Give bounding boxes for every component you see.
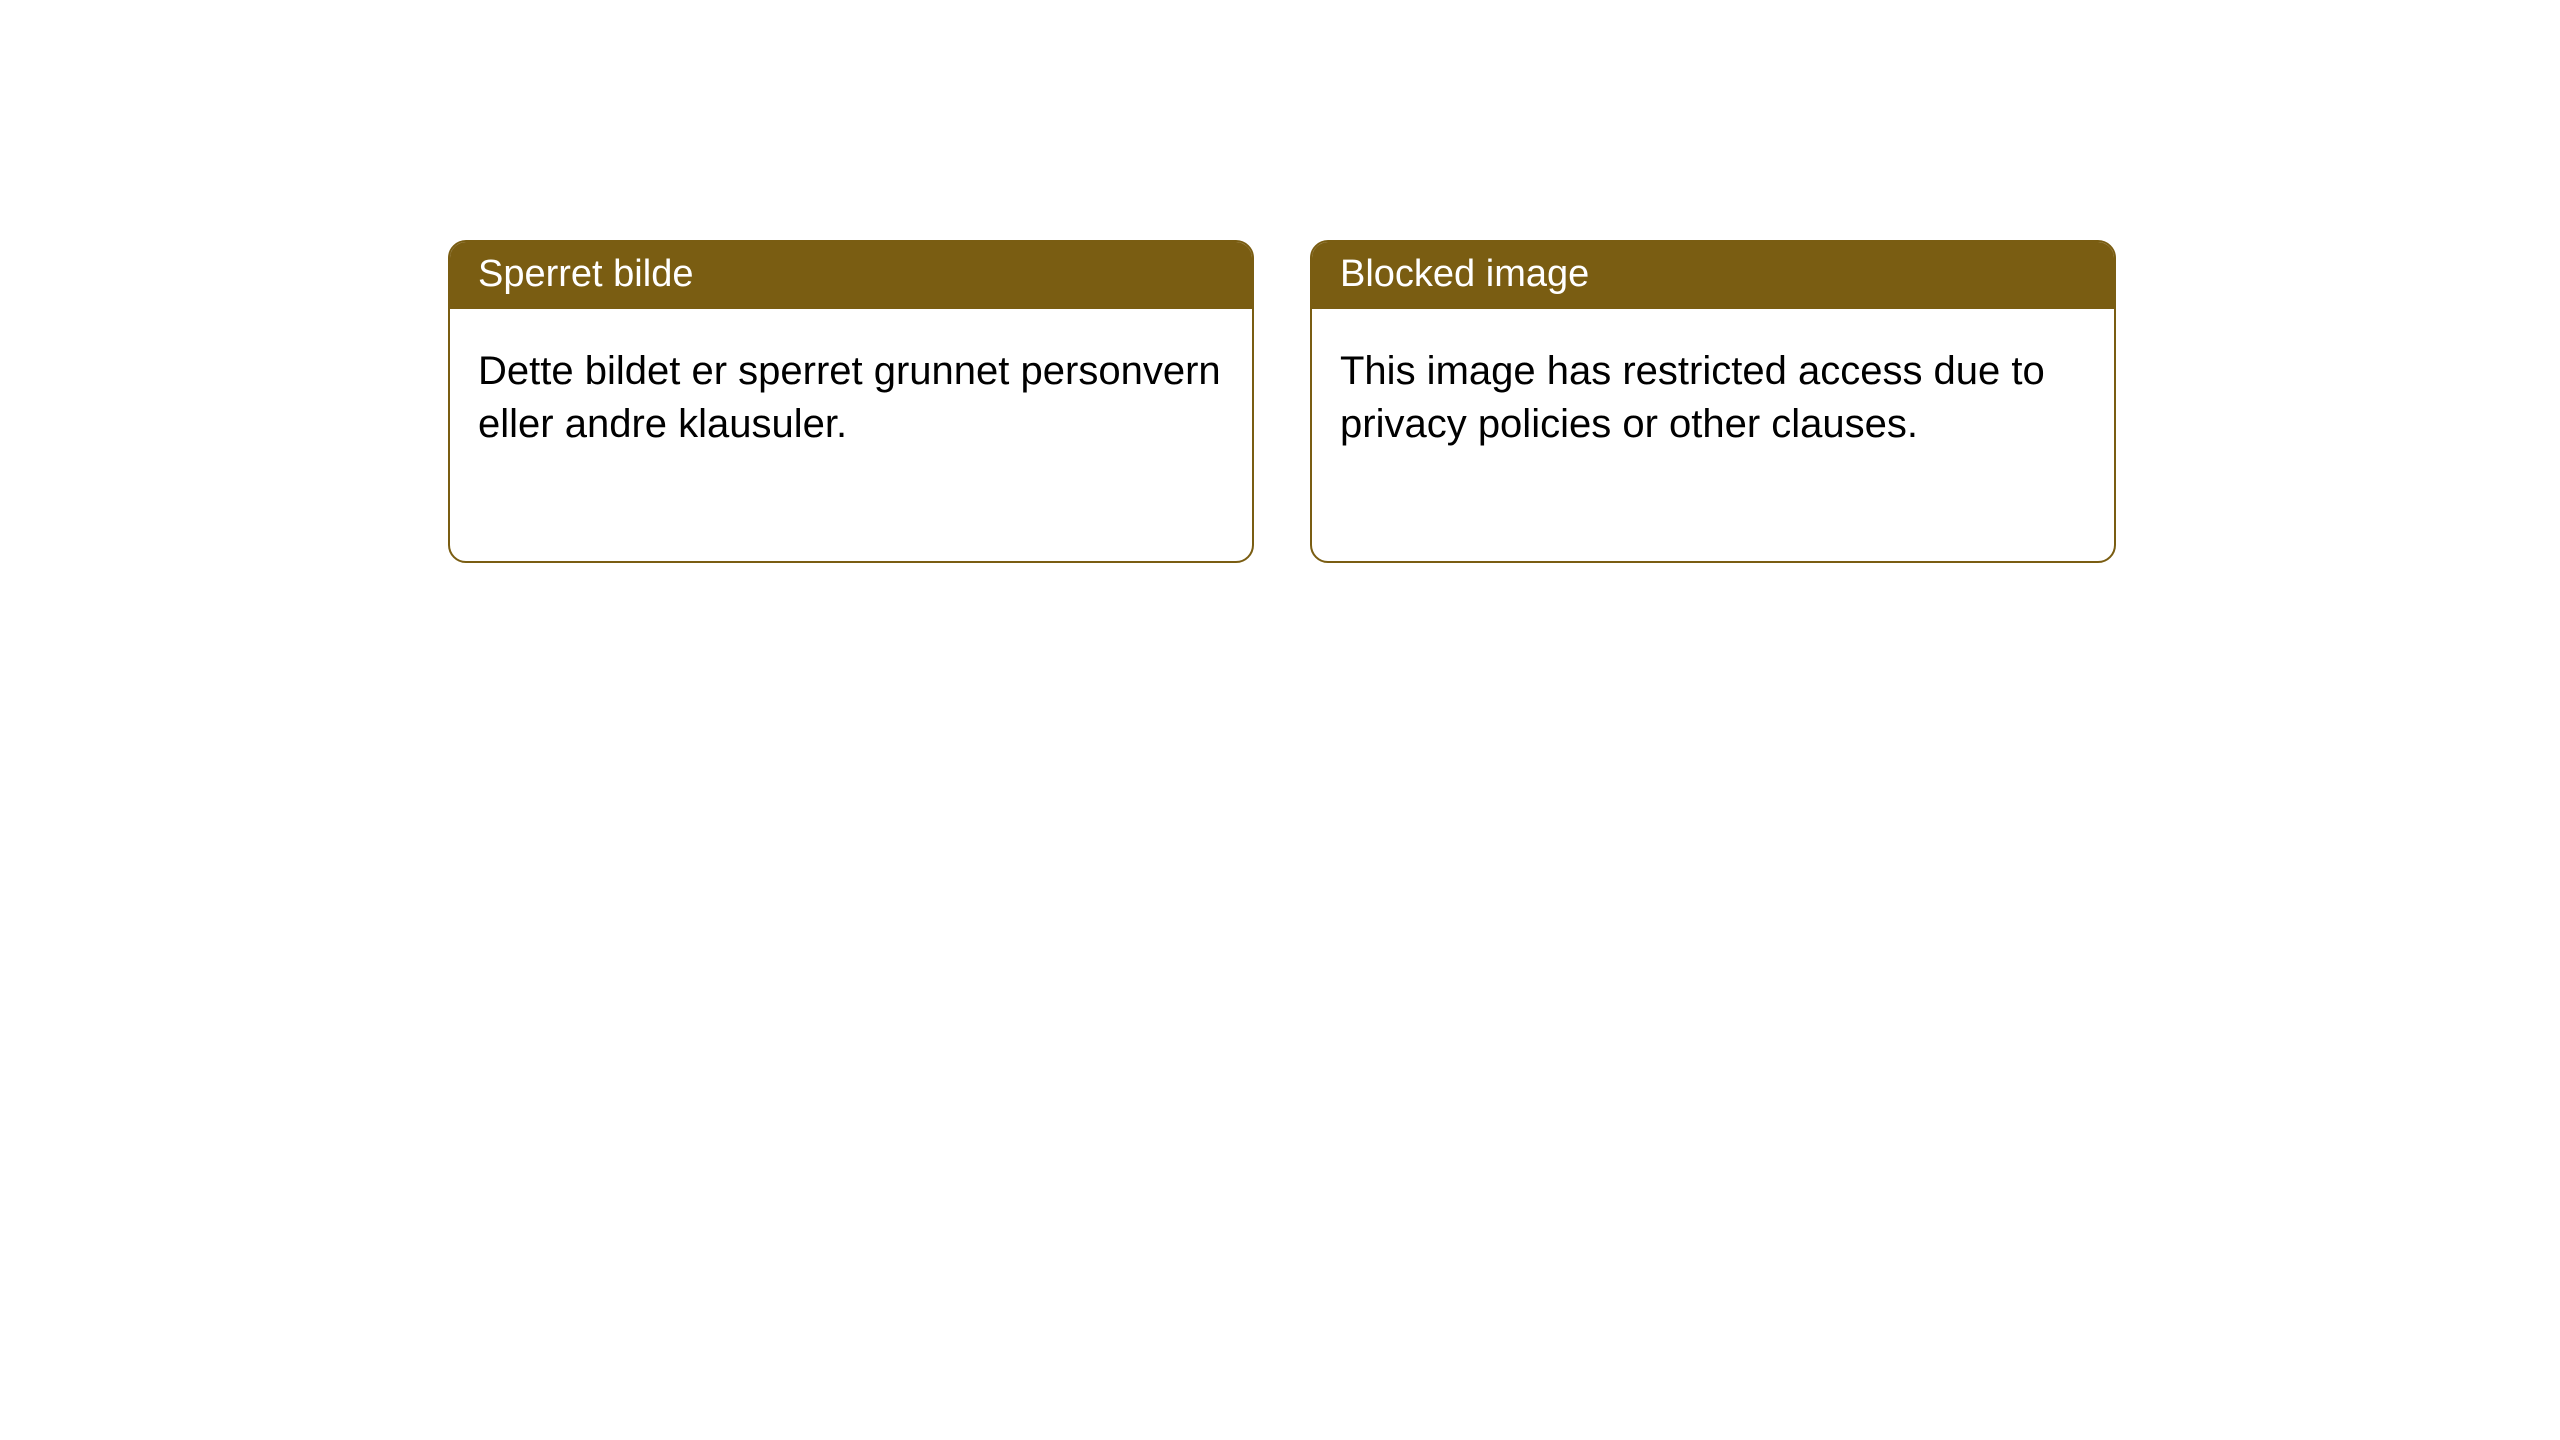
notice-header: Sperret bilde bbox=[450, 242, 1252, 309]
notice-body: This image has restricted access due to … bbox=[1312, 309, 2114, 561]
notice-body: Dette bildet er sperret grunnet personve… bbox=[450, 309, 1252, 561]
notice-card-english: Blocked image This image has restricted … bbox=[1310, 240, 2116, 563]
notice-container: Sperret bilde Dette bildet er sperret gr… bbox=[0, 0, 2560, 563]
notice-card-norwegian: Sperret bilde Dette bildet er sperret gr… bbox=[448, 240, 1254, 563]
notice-header: Blocked image bbox=[1312, 242, 2114, 309]
